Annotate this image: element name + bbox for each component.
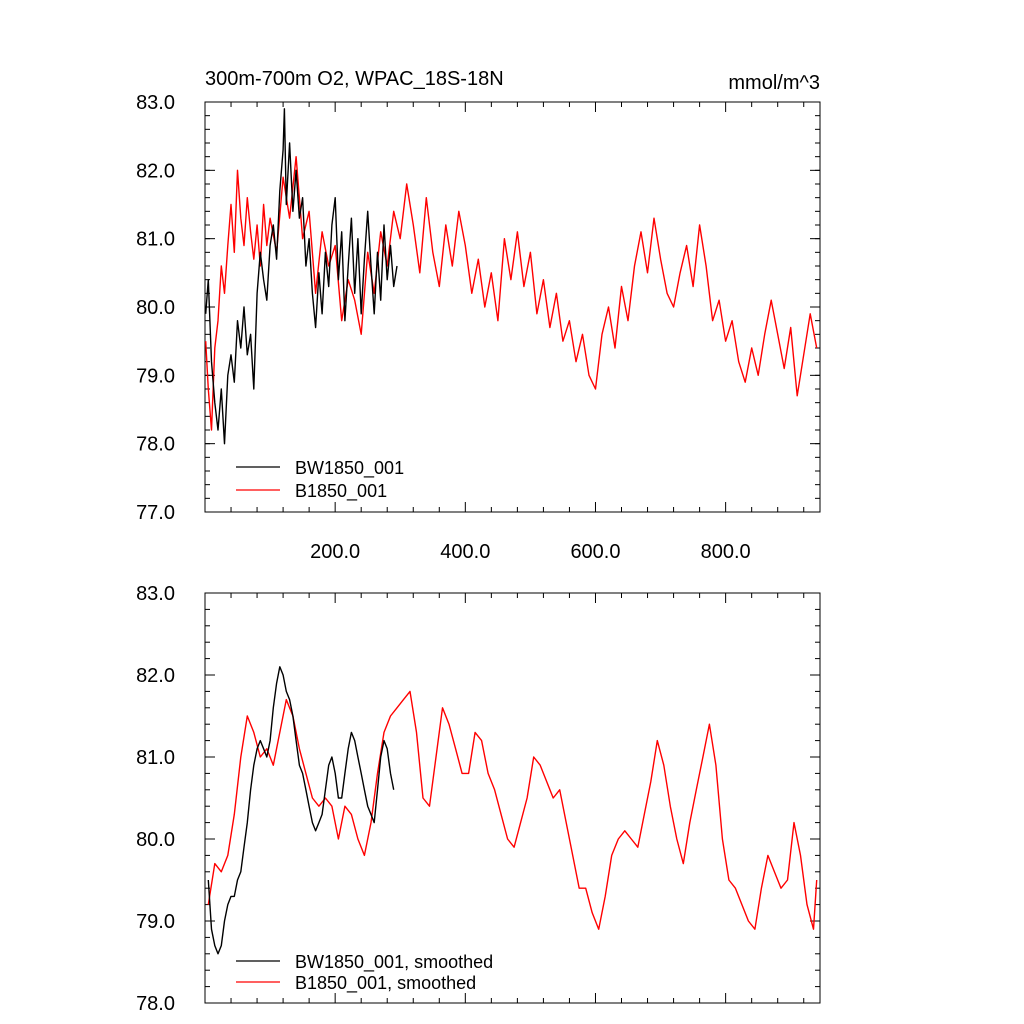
x-tick-label: 600.0: [570, 541, 620, 563]
top-y-tick-labels: 77.0 78.0 79.0 80.0 81.0 82.0 83.0: [136, 92, 175, 524]
series-line-bw1850-001: [207, 666, 395, 955]
top-legend-label-bw: BW1850_001: [295, 458, 404, 479]
top-x-tick-labels: 200.0 400.0 600.0 800.0: [310, 541, 751, 563]
top-ticks: [205, 101, 820, 513]
x-tick-label: 400.0: [440, 541, 490, 563]
top-legend-label-b: B1850_001: [295, 481, 387, 502]
top-legend: BW1850_001 B1850_001: [236, 458, 404, 502]
series-line-b1850-001: [207, 690, 818, 930]
bottom-plot-frame: [204, 592, 821, 1004]
y-tick-label: 77.0: [136, 502, 175, 524]
y-tick-label: 83.0: [136, 92, 175, 114]
y-tick-label: 78.0: [136, 434, 175, 456]
bottom-legend: BW1850_001, smoothed B1850_001, smoothed: [236, 952, 493, 994]
y-tick-label: 83.0: [136, 583, 175, 605]
series-line-bw1850-001: [205, 108, 398, 445]
bottom-legend-label-b: B1850_001, smoothed: [295, 973, 476, 994]
bottom-legend-label-bw: BW1850_001, smoothed: [295, 952, 493, 973]
y-tick-label: 78.0: [136, 993, 175, 1015]
y-tick-label: 80.0: [136, 297, 175, 319]
series-line-b1850-001: [205, 156, 818, 431]
y-tick-label: 80.0: [136, 829, 175, 851]
units-label: mmol/m^3: [728, 72, 820, 94]
bottom-ticks: [205, 592, 820, 1004]
bottom-series-lines: [207, 666, 818, 955]
chart-title: 300m-700m O2, WPAC_18S-18N: [205, 68, 504, 90]
y-tick-label: 79.0: [136, 365, 175, 387]
x-tick-label: 800.0: [701, 541, 751, 563]
x-tick-label: 200.0: [310, 541, 360, 563]
y-tick-label: 82.0: [136, 665, 175, 687]
y-tick-label: 81.0: [136, 747, 175, 769]
y-tick-label: 81.0: [136, 229, 175, 251]
bottom-y-tick-labels: 78.0 79.0 80.0 81.0 82.0 83.0: [136, 583, 175, 1015]
top-series-lines: [205, 108, 818, 445]
y-tick-label: 82.0: [136, 160, 175, 182]
y-tick-label: 79.0: [136, 911, 175, 933]
